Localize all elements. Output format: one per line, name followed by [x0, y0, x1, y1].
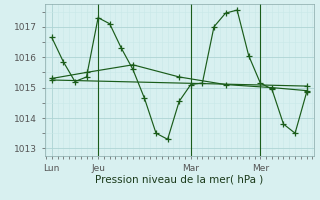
- X-axis label: Pression niveau de la mer( hPa ): Pression niveau de la mer( hPa ): [95, 174, 263, 184]
